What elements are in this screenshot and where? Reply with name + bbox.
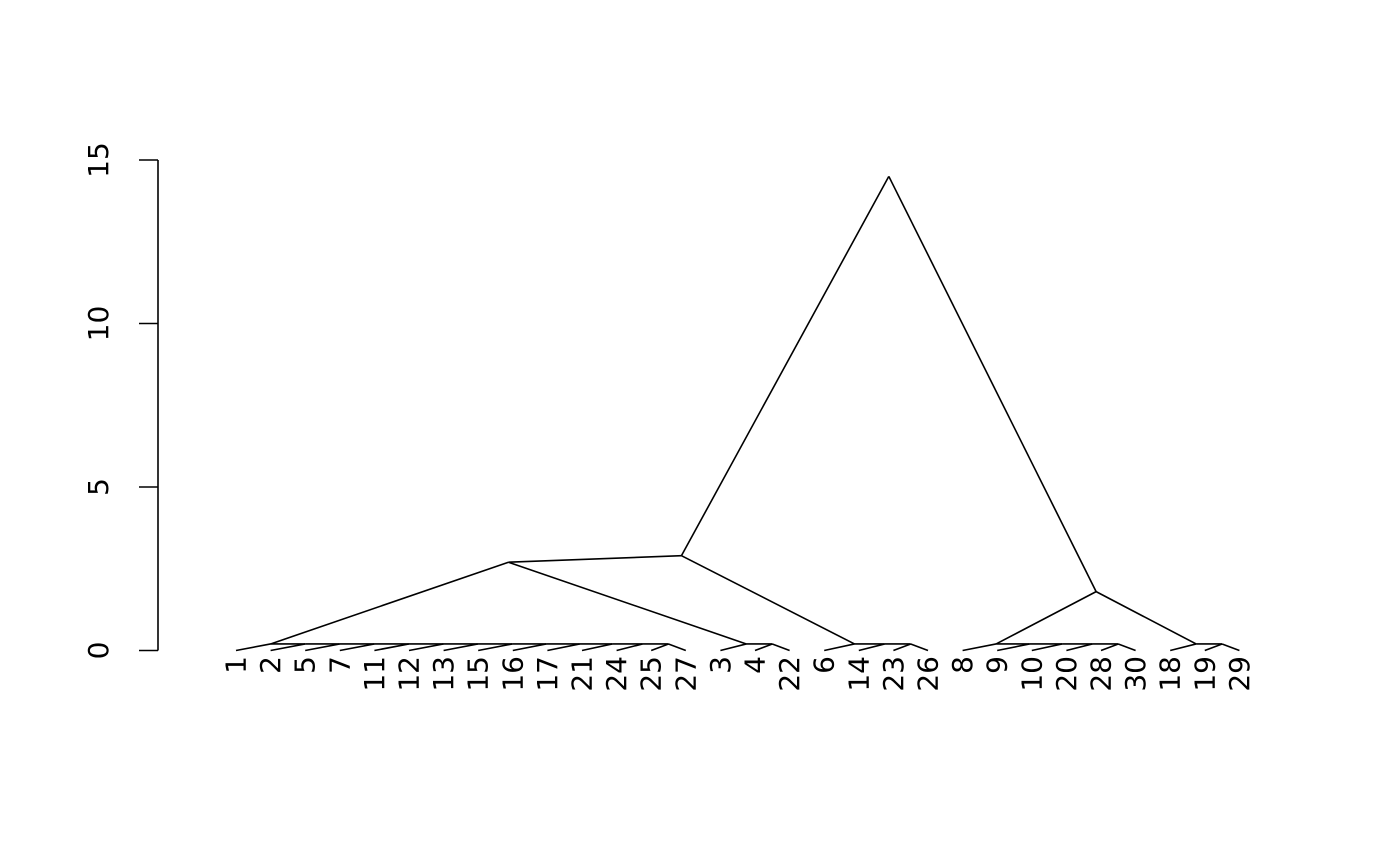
leaf-label: 20 [1050,656,1083,692]
branch-AB-left [270,561,509,645]
branch-ABC-right [681,554,855,645]
branch-root-left [680,175,890,557]
branch-D_m2-left [1066,643,1093,652]
leaf-label: 5 [289,656,322,674]
branch-A_m9-left [374,643,410,652]
branch-DE-right [1095,590,1197,645]
branch-B_m2-left [720,643,747,652]
leaf-label: 30 [1119,656,1152,692]
leaf-label: 16 [496,656,529,692]
branch-A_m3-left [581,643,613,652]
leaf-label: 22 [773,656,806,692]
y-axis: 0 5 10 15 [82,142,159,660]
branch-D_m1-right [1118,643,1136,652]
branch-A_m5-left [512,643,547,652]
branch-D_m1-left [1100,643,1119,652]
y-tick-label: 0 [82,642,115,660]
branch-C_m2-left [858,643,885,652]
leaf-label: 7 [323,656,356,674]
branch-D_m4-left [997,643,1030,652]
leaf-label: 27 [669,656,702,692]
y-tick-label: 10 [82,306,115,342]
leaf-label: 19 [1188,656,1221,692]
branch-A_m11-left [305,643,340,652]
leaf-label: 18 [1154,656,1187,692]
branch-DE-left [995,590,1097,645]
leaf-label: 9 [981,656,1014,674]
branch-A_m13-left [235,643,271,652]
branch-A_m7-left [443,643,479,652]
branch-A_m8-left [408,643,444,652]
branch-E_m1-left [1204,643,1223,652]
leaf-label: 10 [1015,656,1048,692]
branch-C_m1-right [910,643,929,652]
leaf-label: 24 [600,656,633,692]
leaf-label: 21 [566,656,599,692]
branch-C_m3-left [824,643,855,652]
leaf-label: 4 [739,656,772,674]
branch-B_m1-left [754,643,773,652]
branch-AB-right [508,561,747,645]
branch-D_m5-left [962,643,997,652]
branch-A_m4-left [547,643,580,652]
branch-D_m3-left [1031,643,1063,652]
leaf-label: 28 [1085,656,1118,692]
branch-A_m6-left [478,643,513,652]
leaf-label: 13 [427,656,460,692]
leaf-label: 2 [254,656,287,674]
branch-E_m2-left [1170,643,1197,652]
dendrogram-segments [235,175,1240,652]
leaf-label: 11 [358,656,391,692]
leaf-label: 12 [393,656,426,692]
branch-C_m1-left [893,643,911,652]
leaf-label: 1 [220,656,253,674]
y-tick-label: 15 [82,142,115,178]
leaf-labels: 1 2 5 7 11 12 13 15 16 17 21 24 25 27 3 4 22 6 14 23 26 8 9 10 2… [220,656,1256,692]
branch-E_m1-right [1221,643,1240,652]
branch-A_m1-left [650,643,669,652]
leaf-label: 29 [1223,656,1256,692]
leaf-label: 14 [842,656,875,692]
branch-B_m1-right [772,643,790,652]
branch-A_m1-right [668,643,687,652]
leaf-label: 23 [877,656,910,692]
leaf-label: 25 [635,656,668,692]
leaf-label: 8 [946,656,979,674]
branch-A_m12-left [270,643,306,652]
leaf-label: 6 [808,656,841,674]
branch-root-right [888,175,1097,592]
leaf-label: 26 [912,656,945,692]
branch-ABC-left [508,554,682,564]
branch-A_m2-left [616,643,643,652]
leaf-label: 3 [704,656,737,674]
leaf-label: 15 [462,656,495,692]
y-tick-label: 5 [82,478,115,496]
branch-A_m10-left [339,643,375,652]
leaf-label: 17 [531,656,564,692]
